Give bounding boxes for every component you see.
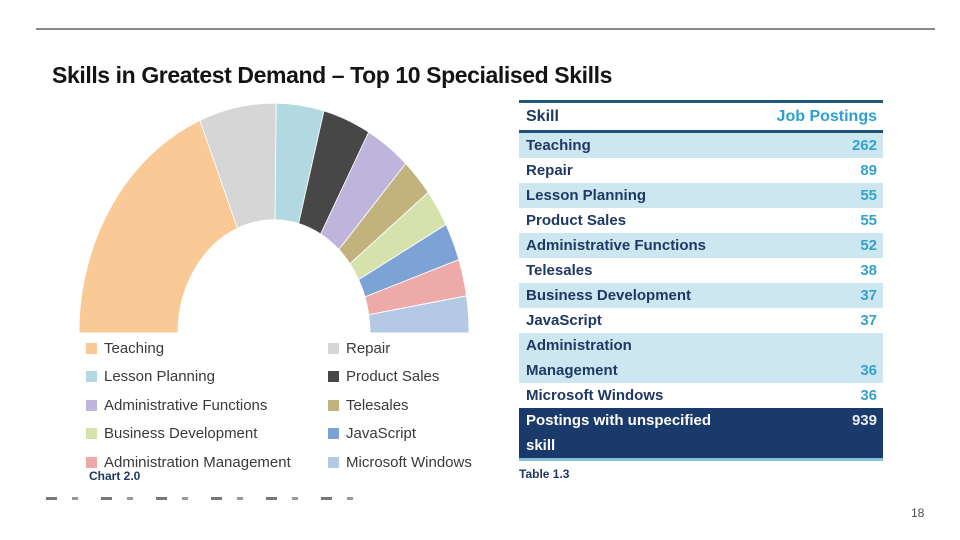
page-number: 18 [911, 506, 925, 520]
postings-cell: 55 [860, 212, 877, 229]
legend-item: Microsoft Windows [328, 448, 500, 477]
legend-swatch-icon [328, 371, 339, 383]
table-row: Administrative Functions 52 [519, 233, 883, 258]
legend-swatch-icon [86, 342, 97, 354]
legend-swatch-icon [328, 399, 339, 411]
skill-cell: Teaching [526, 137, 591, 154]
slide-title: Skills in Greatest Demand – Top 10 Speci… [52, 62, 612, 88]
legend-swatch-icon [328, 456, 339, 468]
legend-item: JavaScript [328, 420, 500, 449]
legend-item: Product Sales [328, 363, 500, 392]
skills-table: Skill Job Postings Teaching 262 Repair 8… [519, 100, 883, 481]
table-header-row: Skill Job Postings [519, 100, 883, 133]
table-row: Repair 89 [519, 158, 883, 183]
legend-label: Product Sales [346, 368, 440, 386]
table-row: Product Sales 55 [519, 208, 883, 233]
legend-item: Business Development [86, 420, 328, 449]
postings-cell: 36 [860, 362, 877, 379]
skill-cell: Microsoft Windows [526, 387, 664, 404]
legend-label: Administrative Functions [104, 396, 268, 414]
legend-label: JavaScript [346, 425, 417, 443]
legend-swatch-icon [86, 371, 97, 383]
table-row: Lesson Planning 55 [519, 183, 883, 208]
legend-label: Lesson Planning [104, 368, 215, 386]
skill-cell: Business Development [526, 287, 692, 304]
legend-swatch-icon [86, 456, 97, 468]
table-caption: Table 1.3 [519, 467, 570, 481]
legend-label: Microsoft Windows [346, 453, 472, 471]
table-row: Postings with unspecified skill 939 [519, 408, 883, 461]
legend-item: Administrative Functions [86, 391, 328, 420]
half-donut-chart [78, 102, 470, 333]
skill-cell: Lesson Planning [526, 187, 647, 204]
skill-cell: Telesales [526, 262, 593, 279]
table-row: Business Development 37 [519, 283, 883, 308]
postings-cell: 52 [860, 237, 877, 254]
legend-swatch-icon [86, 399, 97, 411]
table-row: JavaScript 37 [519, 308, 883, 333]
table-row: Teaching 262 [519, 133, 883, 158]
legend-swatch-icon [328, 428, 339, 440]
skill-cell: JavaScript [526, 312, 602, 329]
table-row: Microsoft Windows 36 [519, 383, 883, 408]
legend-label: Teaching [104, 339, 165, 357]
column-header-skill: Skill [526, 107, 559, 125]
skill-cell: Postings with unspecified skill [526, 412, 712, 454]
table-row: Telesales 38 [519, 258, 883, 283]
column-header-job-postings: Job Postings [776, 107, 877, 125]
legend-item: Lesson Planning [86, 363, 328, 392]
postings-cell: 37 [860, 287, 877, 304]
chart-legend: Teaching Repair Lesson Planning Product … [86, 334, 500, 477]
postings-cell: 89 [860, 162, 877, 179]
postings-cell: 36 [860, 387, 877, 404]
skill-cell: Product Sales [526, 212, 627, 229]
skill-cell: Administrative Functions [526, 237, 707, 254]
legend-swatch-icon [86, 428, 97, 440]
postings-cell: 37 [860, 312, 877, 329]
table-row: Administration Management 36 [519, 333, 883, 383]
postings-cell: 55 [860, 187, 877, 204]
chart-caption: Chart 2.0 [89, 469, 141, 483]
donut-segment-teaching [78, 119, 239, 333]
legend-label: Business Development [104, 425, 258, 443]
legend-label: Repair [346, 339, 391, 357]
table-body: Teaching 262 Repair 89 Lesson Planning 5… [519, 133, 883, 461]
legend-item: Administration Management [86, 448, 328, 477]
skill-cell: Administration Management [526, 337, 632, 379]
half-donut-chart-wrap [78, 102, 470, 333]
top-divider-rule [36, 28, 935, 30]
postings-cell: 38 [860, 262, 877, 279]
cropped-next-heading-remnant [46, 497, 360, 500]
legend-swatch-icon [328, 342, 339, 354]
legend-label: Administration Management [104, 453, 291, 471]
legend-item: Telesales [328, 391, 500, 420]
legend-item: Repair [328, 334, 500, 363]
donut-segment-microsoft-windows [368, 295, 470, 333]
postings-cell: 262 [851, 137, 877, 154]
legend-label: Telesales [346, 396, 409, 414]
postings-cell: 939 [851, 412, 877, 429]
skill-cell: Repair [526, 162, 573, 179]
legend-item: Teaching [86, 334, 328, 363]
